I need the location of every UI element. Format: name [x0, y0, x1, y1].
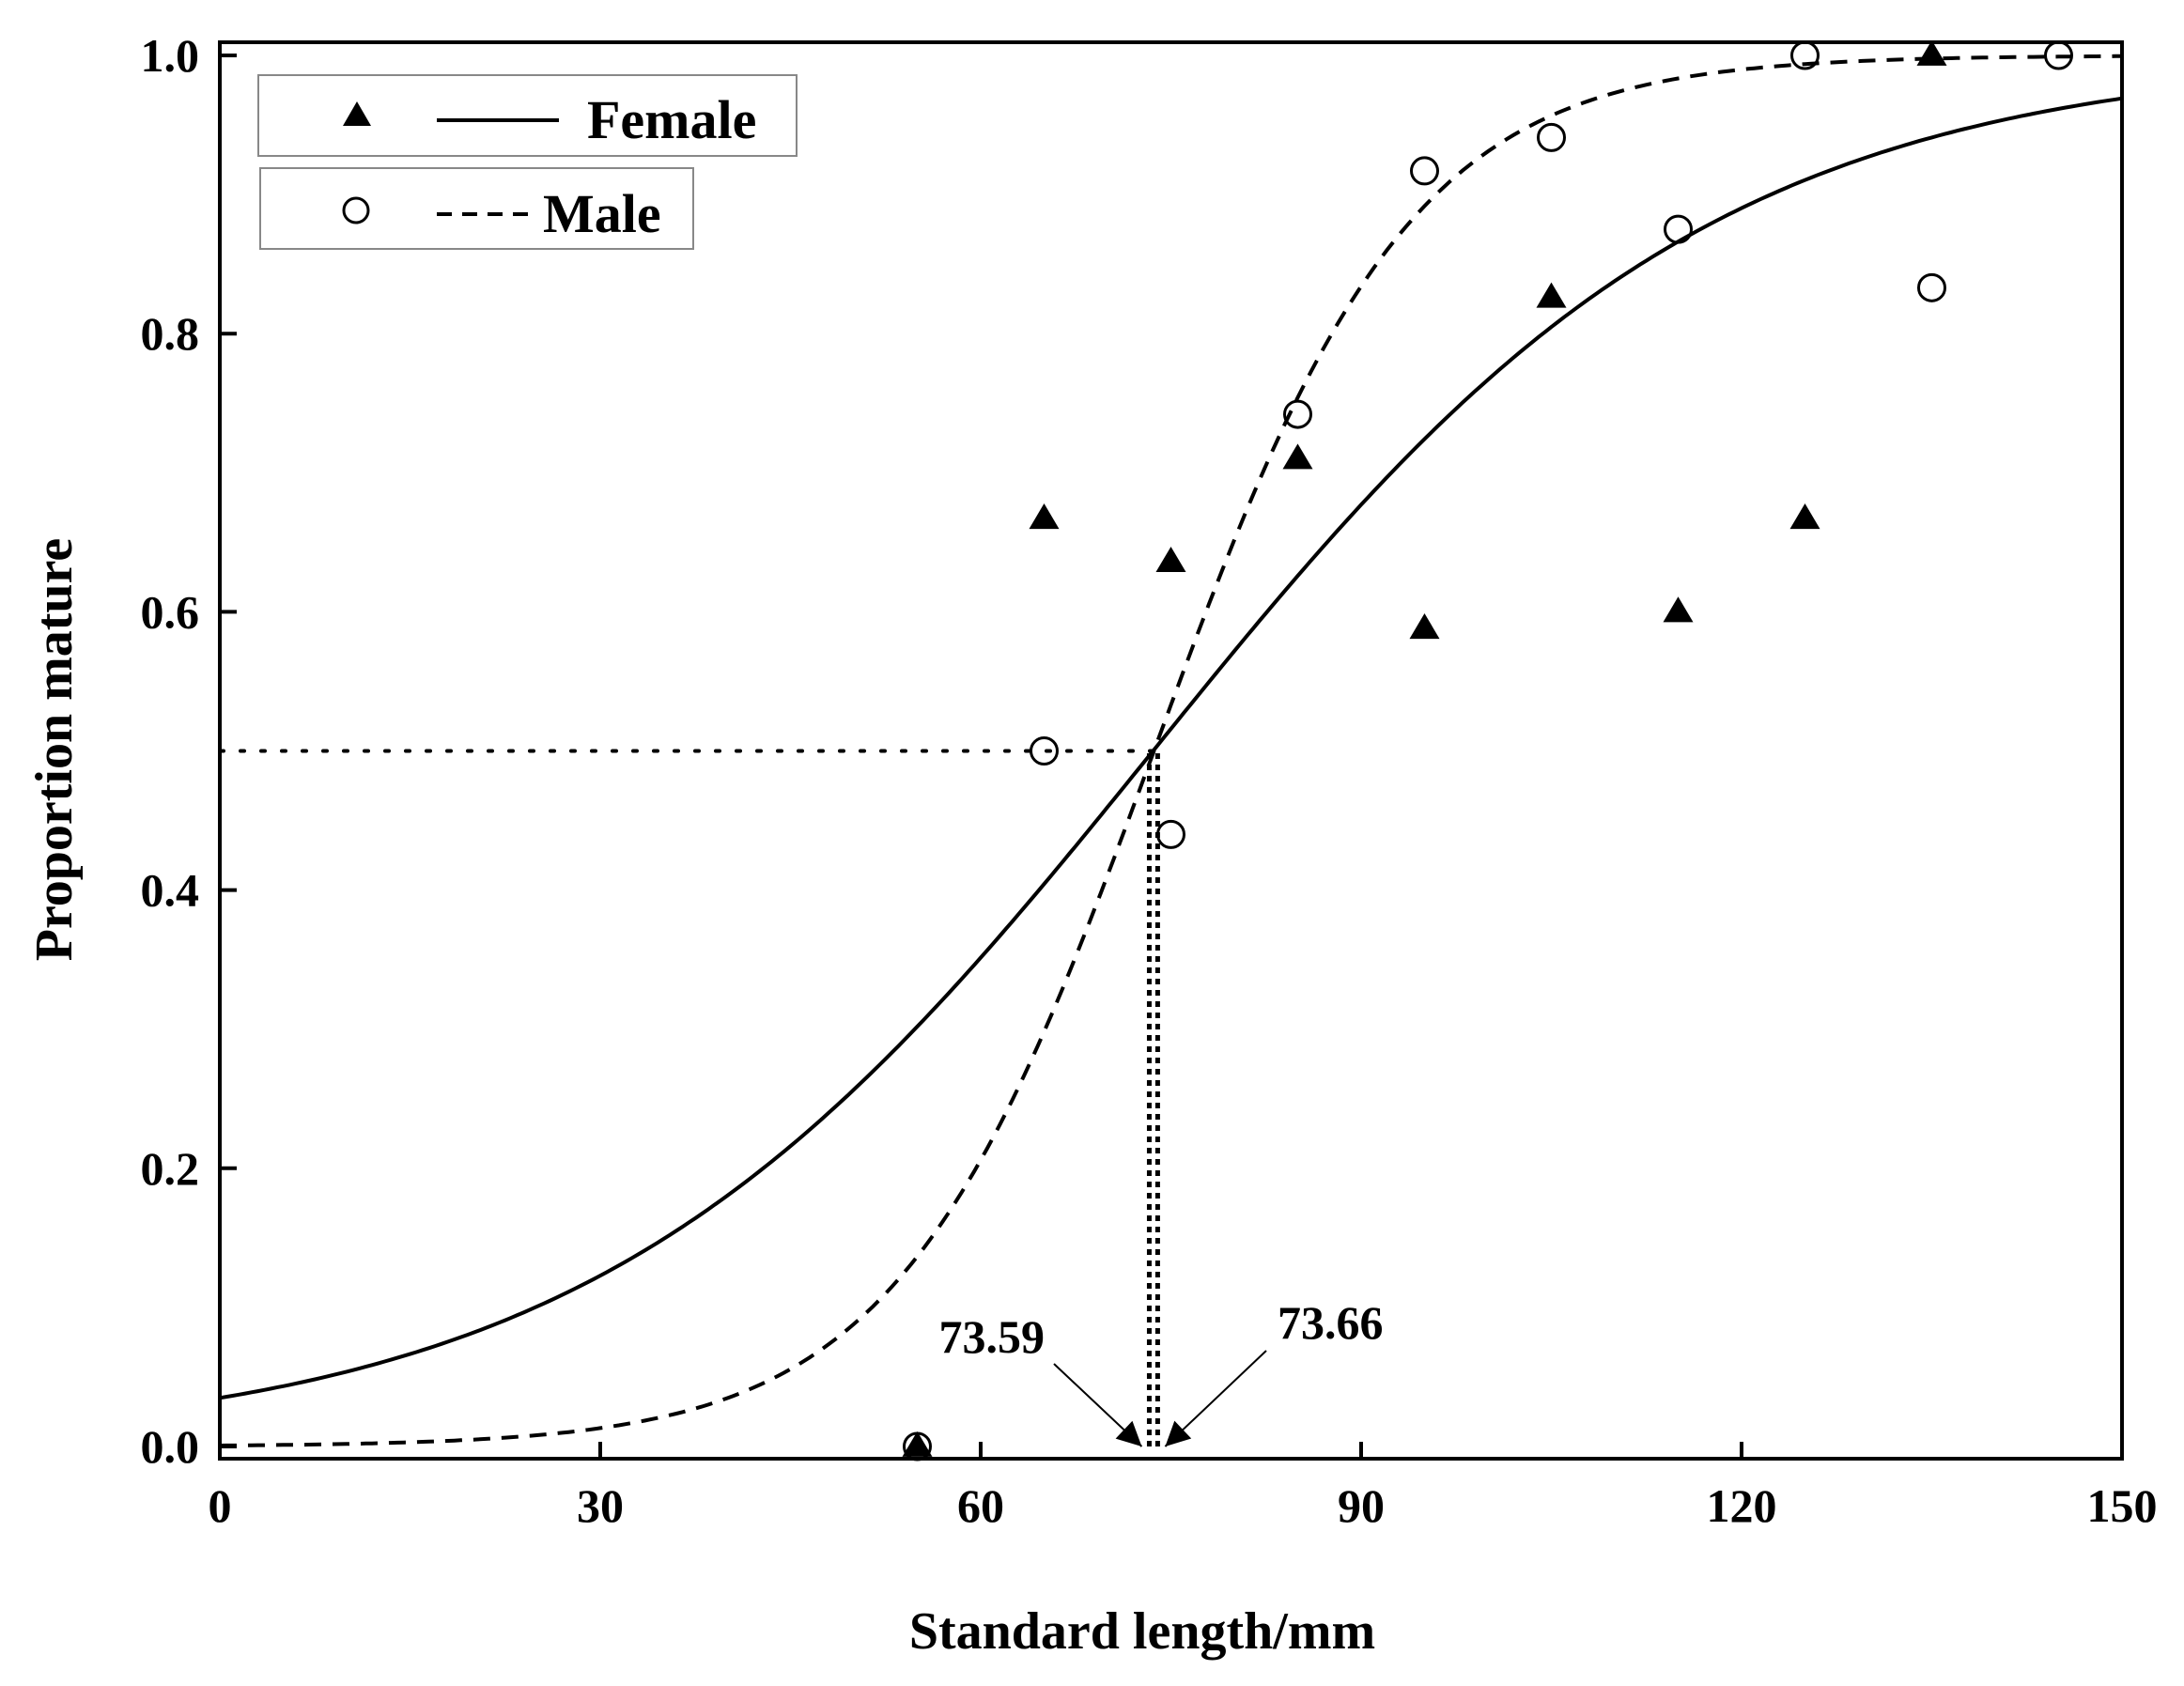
x-tick-label: 150 — [2087, 1479, 2158, 1532]
y-tick-label: 0.2 — [141, 1142, 200, 1195]
reference-lines — [218, 749, 1160, 1446]
legend-entry-female: Female — [257, 74, 798, 157]
legend-label-female: Female — [587, 89, 756, 150]
data-point-female — [1536, 282, 1567, 308]
plot-frame — [218, 40, 2124, 1461]
fit-curve-female — [219, 96, 2123, 1400]
legend-entry-male: Male — [259, 167, 694, 250]
annotation-label-l50: 73.66 — [1278, 1296, 1384, 1349]
annotation-arrow — [1164, 1350, 1267, 1447]
data-point-male — [1664, 214, 1693, 244]
y-tick-label: 0.4 — [141, 864, 200, 917]
y-tick-label: 0.6 — [141, 585, 200, 638]
data-point-male — [1917, 272, 1946, 302]
x-tick-label: 0 — [209, 1479, 232, 1532]
data-point-female — [902, 1431, 933, 1457]
l50-annotations: 73.59 73.66 — [939, 1296, 1384, 1447]
data-point-male — [1790, 40, 1820, 70]
data-point-female — [1155, 546, 1186, 573]
x-axis-label: Standard length/mm — [909, 1602, 1375, 1661]
legend-box-male — [259, 167, 694, 250]
data-point-female — [1409, 613, 1440, 640]
y-axis-label: Proportion mature — [25, 538, 84, 962]
x-tick-label: 60 — [957, 1479, 1004, 1532]
x-tick-label: 120 — [1707, 1479, 1777, 1532]
x-tick-label: 90 — [1338, 1479, 1385, 1532]
data-point-female — [1029, 503, 1060, 530]
fit-curve-male — [219, 54, 2122, 1447]
legend-box-female — [257, 74, 798, 157]
data-point-female — [1789, 503, 1820, 530]
y-tick-label: 1.0 — [141, 29, 200, 82]
legend-label-male: Male — [543, 183, 661, 244]
y-tick-label: 0.0 — [141, 1420, 200, 1473]
data-points — [902, 39, 2073, 1462]
data-point-male — [1030, 736, 1059, 766]
data-point-male — [1156, 819, 1185, 849]
legend-marker-female — [343, 101, 371, 126]
y-tick-label: 0.8 — [141, 307, 200, 360]
annotation-label-l50: 73.59 — [939, 1310, 1046, 1363]
data-point-male — [1283, 399, 1312, 429]
annotation-arrow — [1053, 1363, 1143, 1447]
data-point-male — [2044, 40, 2073, 70]
data-point-male — [1537, 122, 1566, 152]
data-point-male — [1410, 156, 1439, 186]
x-tick-label: 30 — [577, 1479, 624, 1532]
data-point-male — [903, 1431, 932, 1462]
data-point-female — [1916, 39, 1947, 66]
fit-curves — [219, 54, 2123, 1447]
data-point-female — [1663, 596, 1694, 623]
data-point-female — [1282, 443, 1313, 470]
axis-ticks: 0 30 60 90 120 150 0.0 0.2 0.4 0.6 0.8 1.0 — [141, 29, 2158, 1532]
legend-marker-male — [342, 196, 370, 224]
legend: Female Male — [257, 74, 798, 250]
